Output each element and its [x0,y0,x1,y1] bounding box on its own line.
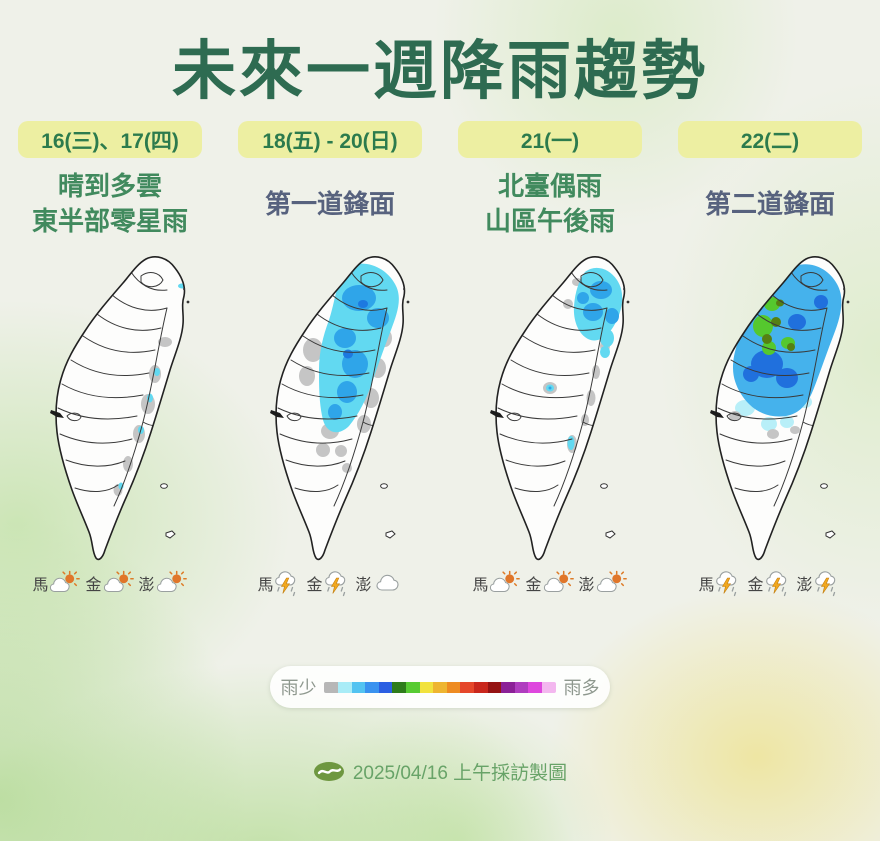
legend-swatch [541,681,556,693]
station: 馬 [32,570,81,596]
station: 金 [525,570,574,596]
legend-swatch [338,681,352,693]
station-label: 金 [306,577,323,595]
footer-caption: 2025/04/16 上午採訪製圖 [352,763,568,785]
forecast-subtitle: 第一道鋒面 [265,162,395,246]
legend-swatch [528,681,542,693]
station-label: 澎 [578,577,595,595]
forecast-column-2: 18(五) - 20(日) 第一道鋒面 [220,121,440,600]
rain-legend: 雨少 雨多 [270,666,610,709]
legend-swatch [433,681,447,693]
station: 金 [747,568,792,598]
legend-swatch [365,681,379,693]
thunderstorm-icon [715,568,743,598]
legend-swatch [460,681,474,693]
station-label: 金 [85,577,102,595]
station: 澎 [356,571,403,595]
legend-high-label: 雨多 [563,678,600,699]
date-badge: 16(三)、17(四) [18,121,202,159]
date-badge: 21(一) [458,121,642,159]
station-label: 馬 [32,577,49,595]
station-label: 馬 [698,577,715,595]
taiwan-rain-map-4 [709,256,850,561]
station-label: 金 [747,577,764,595]
thunderstorm-icon [814,568,842,598]
offshore-stations-row: 馬金澎 [472,566,627,600]
thunderstorm-icon [324,568,352,598]
footer: 2025/04/16 上午採訪製圖 [0,758,880,785]
date-badge: 22(二) [678,121,862,159]
thunderstorm-icon [274,568,302,598]
partly-cloudy-icon [49,570,81,596]
legend-swatch [419,681,434,693]
legend-swatch [501,681,515,693]
forecast-column-4: 22(二) 第二道鋒面 [660,121,880,600]
legend-swatches [324,681,556,693]
subtitle-line: 北臺偶雨 [497,171,602,202]
legend-swatch [378,681,393,693]
cwa-logo-icon [313,762,344,782]
taiwan-rain-map-2 [269,256,410,561]
partly-cloudy-icon [103,570,135,596]
thunderstorm-icon [765,568,793,598]
forecast-columns: 16(三)、17(四) 晴到多雲 東半部零星雨 [0,121,880,600]
date-badge: 18(五) - 20(日) [238,121,422,159]
station-label: 金 [525,577,542,595]
partly-cloudy-icon [596,570,628,596]
forecast-subtitle: 晴到多雲 東半部零星雨 [32,162,188,246]
station: 澎 [139,570,188,596]
legend-swatch [406,681,420,693]
offshore-stations-row: 馬金澎 [32,566,187,600]
station: 金 [85,570,134,596]
rain-overlay [729,264,842,440]
station: 馬 [698,568,743,598]
station-label: 澎 [796,577,813,595]
subtitle-line: 晴到多雲 [57,171,162,202]
legend-swatch [487,681,502,693]
station-label: 馬 [472,577,489,595]
legend-swatch [324,681,339,693]
station: 金 [306,568,351,598]
station-label: 馬 [257,577,274,595]
subtitle-line: 第二道鋒面 [704,188,835,219]
forecast-subtitle: 第二道鋒面 [705,162,835,246]
forecast-column-1: 16(三)、17(四) 晴到多雲 東半部零星雨 [0,121,220,600]
taiwan-rain-map-1 [49,256,190,561]
rain-overlay [113,283,185,497]
subtitle-line: 第一道鋒面 [264,188,395,219]
offshore-stations-row: 馬金澎 [698,566,841,600]
partly-cloudy-icon [156,570,188,596]
subtitle-line: 山區午後雨 [484,206,615,237]
station: 馬 [257,568,302,598]
partly-cloudy-icon [543,570,575,596]
page-title: 未來一週降雨趨勢 [172,35,708,107]
subtitle-line: 東半部零星雨 [31,206,188,237]
legend-swatch [392,681,407,693]
station: 澎 [797,568,842,598]
station-label: 澎 [355,577,372,595]
legend-low-label: 雨少 [280,678,317,699]
offshore-stations-row: 馬金澎 [257,566,402,600]
station-label: 澎 [138,577,155,595]
legend-swatch [514,681,529,693]
forecast-column-3: 21(一) 北臺偶雨 山區午後雨 [440,121,660,600]
forecast-subtitle: 北臺偶雨 山區午後雨 [485,162,615,246]
legend-swatch [446,681,461,693]
cloudy-icon [373,573,403,593]
rain-overlay [299,263,399,474]
taiwan-rain-map-3 [489,256,630,561]
station: 馬 [472,570,521,596]
partly-cloudy-icon [489,570,521,596]
legend-swatch [351,681,366,693]
legend-swatch [473,681,488,693]
station: 澎 [579,570,628,596]
